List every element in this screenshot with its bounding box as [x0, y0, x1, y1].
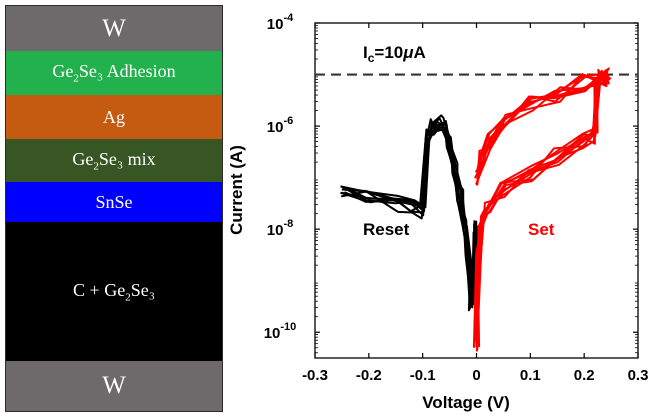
series-line-reset [340, 125, 476, 296]
stack-layer-label: SnSe [95, 191, 133, 212]
stack-layer: W [6, 6, 222, 51]
stack-layer-label: W [102, 14, 126, 42]
series-line-set [472, 73, 612, 348]
x-axis-title: Voltage (V) [422, 393, 510, 412]
x-tick-label: -0.1 [410, 367, 436, 384]
series-line-reset [340, 120, 475, 306]
series-line-set [476, 67, 610, 348]
stack-layer-label: Ge2Se₃ Adhesion [52, 61, 176, 85]
stack-layer: Ge2Se₃ mix [6, 139, 222, 182]
series-line-set [474, 69, 607, 342]
x-tick-label: 0 [472, 367, 480, 384]
series-line-set [475, 73, 609, 348]
reset-label: Reset [363, 220, 410, 239]
material-stack: W Ge2Se₃ Adhesion Ag Ge2Se₃ mix SnSe C + Ge2S… [5, 5, 223, 412]
stack-layer-label: W [102, 372, 126, 399]
stack-layer: Ge2Se₃ Adhesion [6, 51, 222, 95]
compliance-label: Ic=10μA [363, 43, 426, 65]
stack-layer: C + Ge2Se₃ [6, 222, 222, 361]
y-tick-label: 10-6 [267, 115, 293, 136]
x-tick-label: -0.3 [302, 367, 328, 384]
y-tick-label: 10-8 [267, 218, 293, 239]
x-tick-label: -0.2 [356, 367, 382, 384]
y-axis-title: Current (A) [227, 145, 246, 235]
series-line-reset [341, 114, 480, 309]
series-line-set [474, 73, 608, 340]
y-tick-label: 10-10 [264, 321, 297, 342]
stack-layer: SnSe [6, 182, 222, 222]
set-label: Set [528, 220, 555, 239]
stack-layer: W [6, 361, 222, 411]
y-tick-label: 10-4 [267, 12, 294, 33]
series-line-reset [344, 120, 477, 309]
stack-layer-label: C + Ge2Se₃ [73, 279, 155, 304]
stack-layer: Ag [6, 95, 222, 139]
series-line-set [476, 75, 607, 351]
series-line-set [475, 73, 609, 352]
x-tick-label: 0.2 [574, 367, 595, 384]
stack-layer-label: Ge2Se₃ mix [72, 148, 156, 173]
series-line-reset [344, 116, 477, 312]
series-layer [340, 67, 612, 352]
axis-layer: -0.3 -0.2 -0.1 0 0.1 0.2 0.3 10-4 10-6 10-8 10-10 [264, 12, 649, 384]
stack-layer-label: Ag [103, 106, 125, 127]
series-line-set [476, 68, 610, 346]
x-tick-label: 0.1 [520, 367, 541, 384]
x-tick-label: 0.3 [628, 367, 649, 384]
